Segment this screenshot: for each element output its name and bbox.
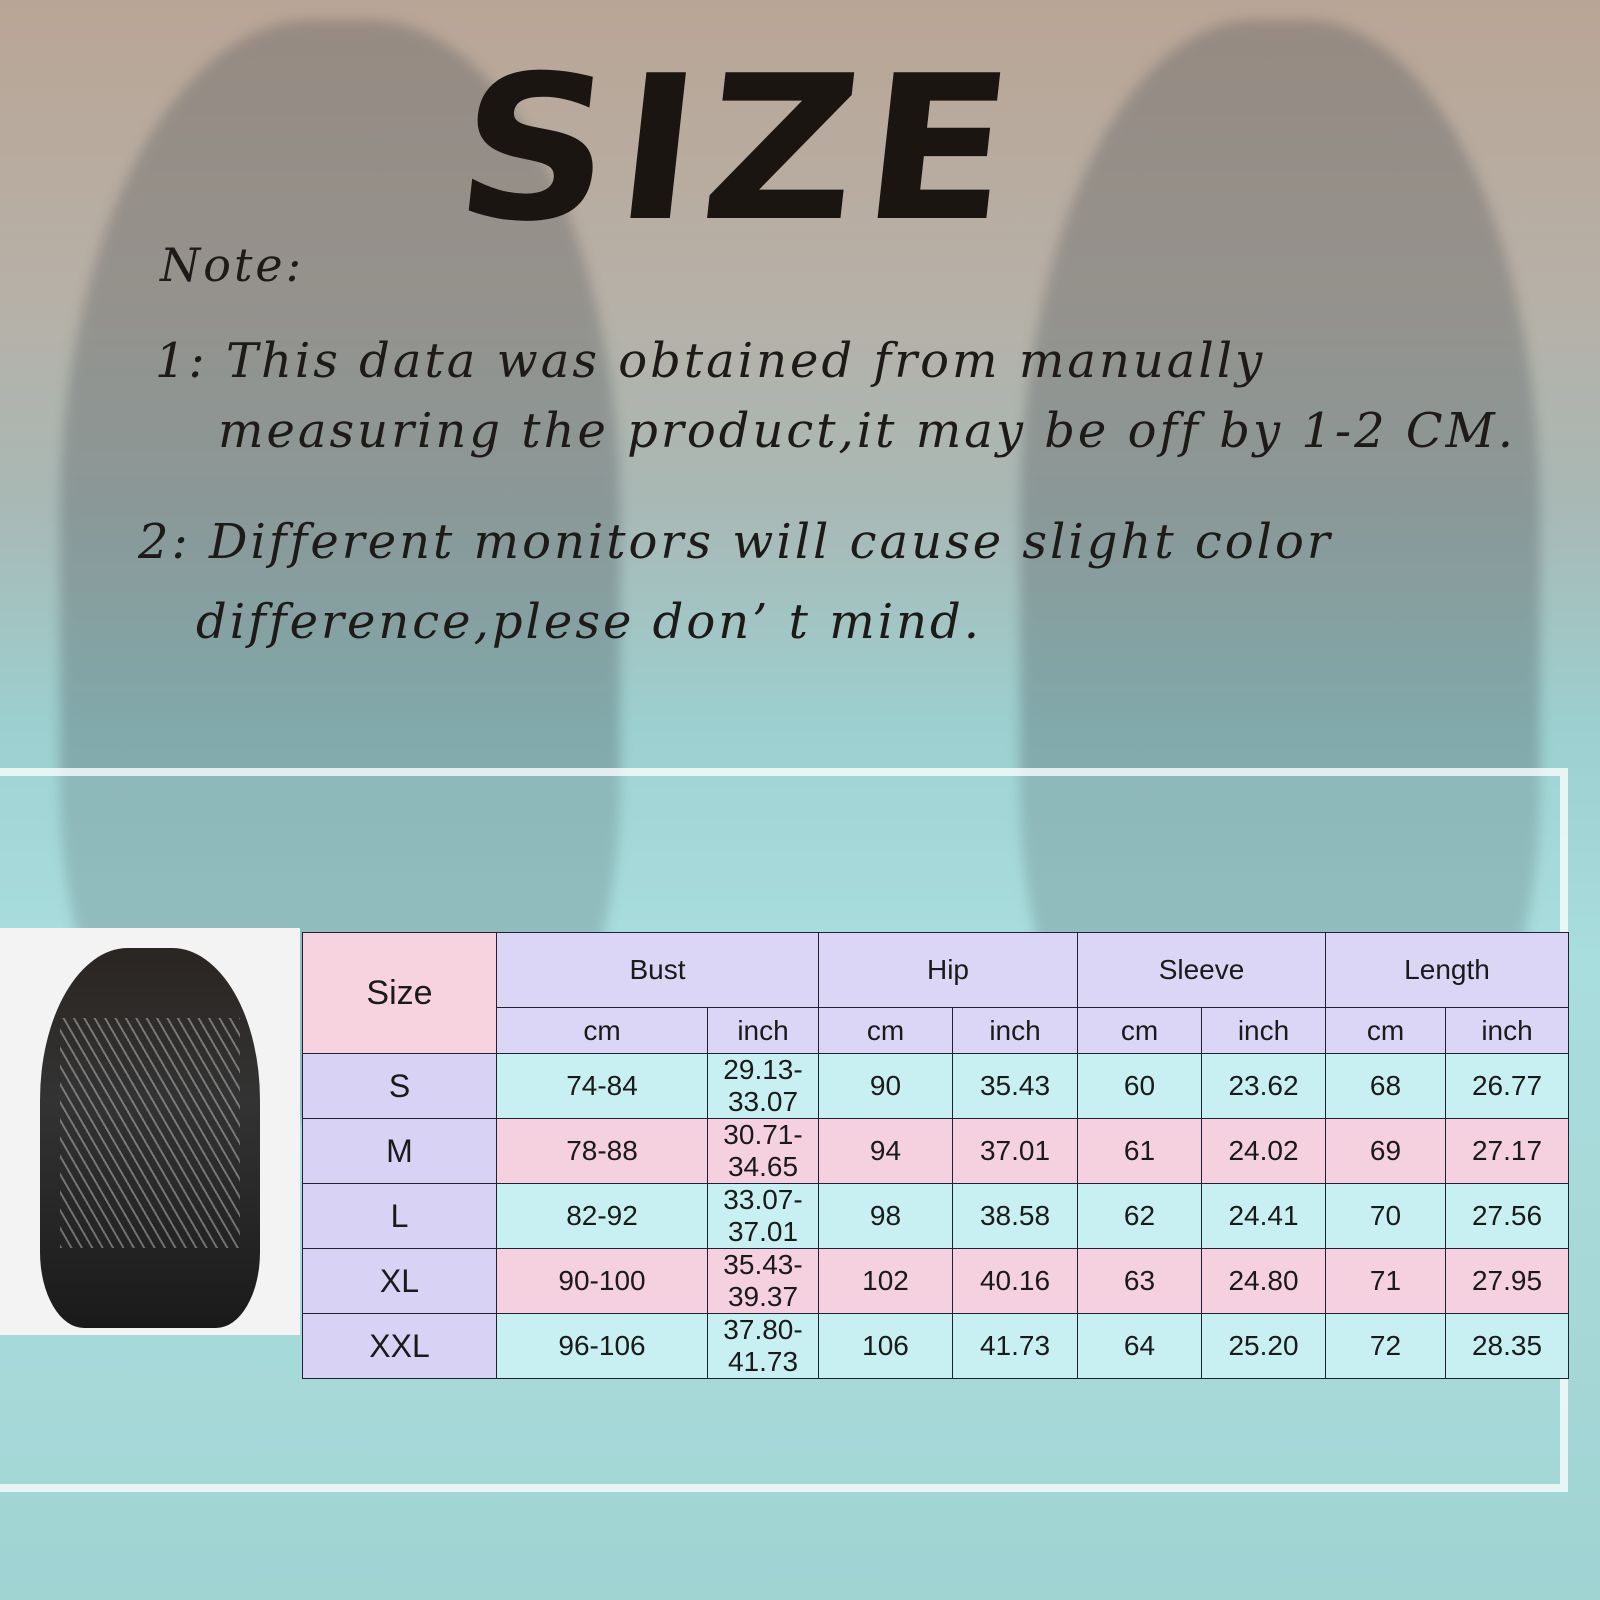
note-line-1b: measuring the product,it may be off by 1… xyxy=(218,403,1517,459)
table-row: S 74-84 29.13-33.07 90 35.43 60 23.62 68 26.77 xyxy=(302,1053,1569,1119)
size-table: Size Bust Hip Sleeve Length cm inch cm inch… xyxy=(302,932,1569,1379)
value-cell: 26.77 xyxy=(1445,1053,1569,1119)
value-cell: 106 xyxy=(818,1313,953,1379)
value-cell: 90-100 xyxy=(496,1248,708,1314)
product-photo xyxy=(0,928,300,1335)
note-label: Note: xyxy=(160,238,305,292)
size-cell: L xyxy=(302,1183,497,1249)
value-cell: 74-84 xyxy=(496,1053,708,1119)
note-line-2a: 2: Different monitors will cause slight … xyxy=(138,514,1333,570)
value-cell: 82-92 xyxy=(496,1183,708,1249)
value-cell: 27.56 xyxy=(1445,1183,1569,1249)
value-cell: 60 xyxy=(1077,1053,1202,1119)
unit-header: cm xyxy=(496,1007,708,1054)
value-cell: 94 xyxy=(818,1118,953,1184)
value-cell: 24.41 xyxy=(1201,1183,1326,1249)
group-length: Length xyxy=(1325,932,1569,1008)
value-cell: 30.71-34.65 xyxy=(707,1118,819,1184)
value-cell: 71 xyxy=(1325,1248,1446,1314)
unit-header: cm xyxy=(1077,1007,1202,1054)
size-cell: XXL xyxy=(302,1313,497,1379)
value-cell: 38.58 xyxy=(952,1183,1078,1249)
value-cell: 98 xyxy=(818,1183,953,1249)
table-row: XL 90-100 35.43-39.37 102 40.16 63 24.80 71 27.9… xyxy=(302,1248,1569,1314)
value-cell: 29.13-33.07 xyxy=(707,1053,819,1119)
value-cell: 70 xyxy=(1325,1183,1446,1249)
unit-header: cm xyxy=(1325,1007,1446,1054)
value-cell: 41.73 xyxy=(952,1313,1078,1379)
unit-header: inch xyxy=(1201,1007,1326,1054)
value-cell: 33.07-37.01 xyxy=(707,1183,819,1249)
value-cell: 102 xyxy=(818,1248,953,1314)
value-cell: 64 xyxy=(1077,1313,1202,1379)
unit-header: cm xyxy=(818,1007,953,1054)
value-cell: 28.35 xyxy=(1445,1313,1569,1379)
value-cell: 78-88 xyxy=(496,1118,708,1184)
value-cell: 72 xyxy=(1325,1313,1446,1379)
value-cell: 35.43-39.37 xyxy=(707,1248,819,1314)
unit-header: inch xyxy=(952,1007,1078,1054)
size-cell: XL xyxy=(302,1248,497,1314)
size-cell: S xyxy=(302,1053,497,1119)
group-bust: Bust xyxy=(496,932,819,1008)
value-cell: 24.80 xyxy=(1201,1248,1326,1314)
unit-header: inch xyxy=(1445,1007,1569,1054)
page-title: SIZE xyxy=(446,33,1031,266)
value-cell: 37.80-41.73 xyxy=(707,1313,819,1379)
value-cell: 23.62 xyxy=(1201,1053,1326,1119)
value-cell: 96-106 xyxy=(496,1313,708,1379)
value-cell: 63 xyxy=(1077,1248,1202,1314)
value-cell: 62 xyxy=(1077,1183,1202,1249)
value-cell: 27.95 xyxy=(1445,1248,1569,1314)
group-hip: Hip xyxy=(818,932,1078,1008)
size-cell: M xyxy=(302,1118,497,1184)
value-cell: 90 xyxy=(818,1053,953,1119)
table-row: L 82-92 33.07-37.01 98 38.58 62 24.41 70 27.56 xyxy=(302,1183,1569,1249)
value-cell: 35.43 xyxy=(952,1053,1078,1119)
value-cell: 68 xyxy=(1325,1053,1446,1119)
note-line-2b: difference,plese don’ t mind. xyxy=(196,594,982,650)
value-cell: 24.02 xyxy=(1201,1118,1326,1184)
note-line-1a: 1: This data was obtained from manually xyxy=(155,333,1266,389)
unit-header: inch xyxy=(707,1007,819,1054)
table-row: M 78-88 30.71-34.65 94 37.01 61 24.02 69 27.17 xyxy=(302,1118,1569,1184)
value-cell: 61 xyxy=(1077,1118,1202,1184)
value-cell: 37.01 xyxy=(952,1118,1078,1184)
value-cell: 25.20 xyxy=(1201,1313,1326,1379)
group-sleeve: Sleeve xyxy=(1077,932,1326,1008)
value-cell: 27.17 xyxy=(1445,1118,1569,1184)
table-row: XXL 96-106 37.80-41.73 106 41.73 64 25.20 72 28.… xyxy=(302,1313,1569,1379)
value-cell: 40.16 xyxy=(952,1248,1078,1314)
value-cell: 69 xyxy=(1325,1118,1446,1184)
size-header: Size xyxy=(302,932,497,1054)
